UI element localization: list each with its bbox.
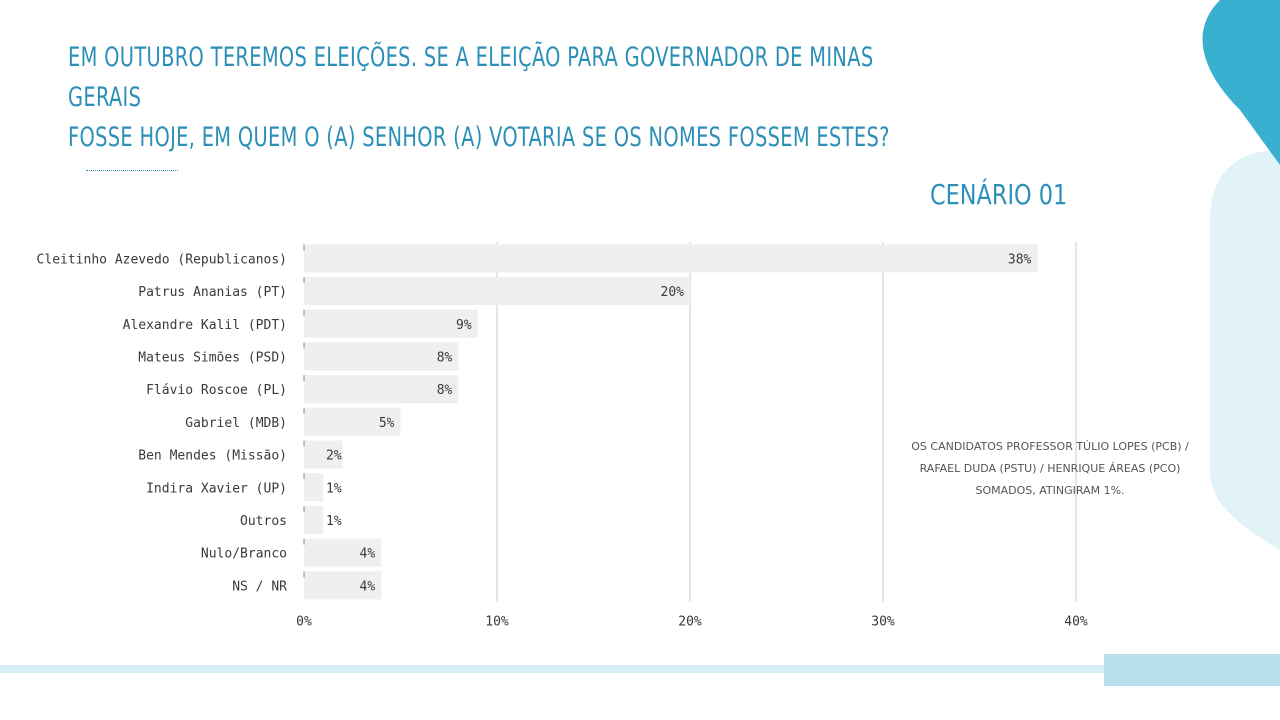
title-line-1: EM OUTUBRO TEREMOS ELEIÇÕES. SE A ELEIÇÃ… [68,42,874,113]
data-label: 1% [326,481,342,496]
bar [304,538,382,567]
data-label: 1% [326,514,342,529]
bar [304,277,690,306]
bar [304,244,1038,273]
x-tick-label: 20% [678,615,702,630]
category-label: Cleitinho Azevedo (Republicanos) [37,252,287,267]
category-label: NS / NR [232,579,287,594]
data-label: 2% [326,449,342,464]
footnote-line-3: SOMADOS, ATINGIRAM 1%. [975,484,1125,497]
category-label: Ben Mendes (Missão) [138,449,287,464]
x-tick-label: 10% [485,615,509,630]
data-label: 9% [456,318,472,333]
category-label: Alexandre Kalil (PDT) [123,318,287,333]
footnote: OS CANDIDATOS PROFESSOR TÚLIO LOPES (PCB… [905,436,1195,502]
data-label: 20% [661,285,685,300]
x-tick-label: 30% [871,615,895,630]
data-label: 8% [437,350,453,365]
category-label: Outros [240,514,287,529]
bar [304,407,401,436]
decoration-dark-shape [1202,0,1280,165]
x-tick-label: 40% [1064,615,1088,630]
bar [304,505,324,534]
data-label: 4% [360,547,376,562]
category-label: Flávio Roscoe (PL) [146,383,287,398]
slide-title: EM OUTUBRO TEREMOS ELEIÇÕES. SE A ELEIÇÃ… [68,38,932,158]
footer-line [0,665,1210,673]
x-tick-label: 0% [296,615,312,630]
corner-decoration [1202,0,1280,550]
bar [304,309,478,338]
data-label: 8% [437,383,453,398]
data-label: 5% [379,416,395,431]
bar [304,375,459,404]
footnote-line-1: OS CANDIDATOS PROFESSOR TÚLIO LOPES (PCB… [911,440,1189,453]
category-label: Gabriel (MDB) [185,416,287,431]
category-label: Nulo/Branco [201,547,287,562]
bar [304,342,459,371]
title-underline [86,170,178,171]
title-line-2: FOSSE HOJE, EM QUEM O (A) SENHOR (A) VOT… [68,122,890,153]
data-label: 4% [360,579,376,594]
decoration-light-shape [1210,150,1280,550]
bar [304,473,324,502]
footnote-line-2: RAFAEL DUDA (PSTU) / HENRIQUE ÁREAS (PCO… [919,462,1181,475]
bar [304,440,343,469]
category-label: Patrus Ananias (PT) [138,285,287,300]
category-label: Mateus Simões (PSD) [138,350,287,365]
bar-chart: 0% 10% 20% 30% 40% Cleitinho Azevedo (Republi… [37,242,1088,630]
data-label: 38% [1008,252,1032,267]
footer-box [1104,654,1280,686]
scenario-label: CENÁRIO 01 [930,178,1068,211]
bar [304,571,382,600]
category-label: Indira Xavier (UP) [146,481,287,496]
